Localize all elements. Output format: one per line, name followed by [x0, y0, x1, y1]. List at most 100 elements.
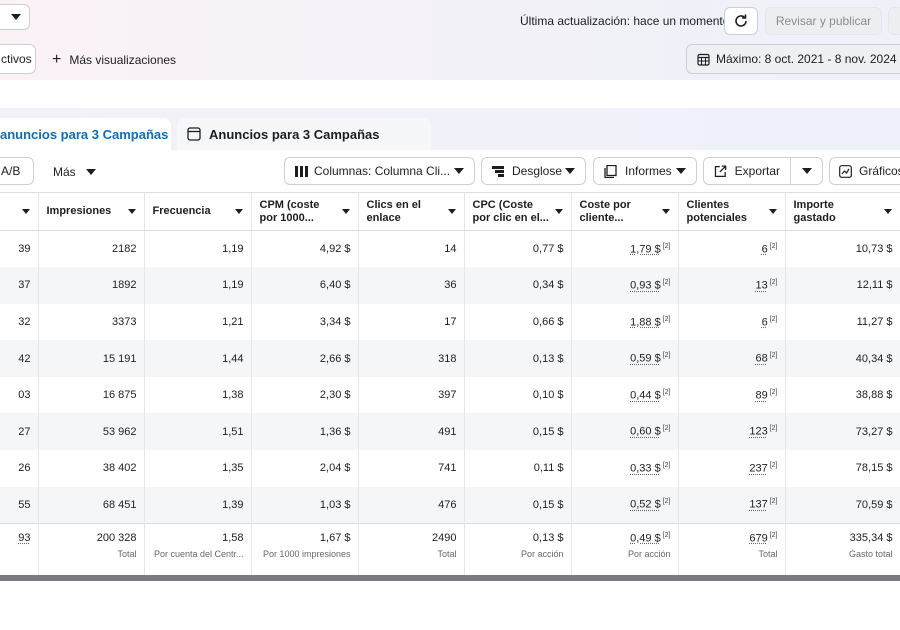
cell-amount-spent: 11,27 $ — [785, 304, 900, 341]
cell-link-clicks: 36 — [358, 267, 464, 304]
cell-link-clicks: 318 — [358, 340, 464, 377]
table-row[interactable]: 37 1892 1,19 6,40 $ 36 0,34 $ 0,93 $ [2] … — [0, 267, 900, 304]
cell-cpc: 0,66 $ — [464, 304, 571, 341]
cell-cpm: 2,04 $ — [251, 450, 358, 487]
cell-cpc: 0,10 $ — [464, 377, 571, 414]
table-row[interactable]: 39 2182 1,19 4,92 $ 14 0,77 $ 1,79 $ [2] … — [0, 231, 900, 268]
calendar-icon — [697, 53, 710, 66]
footnote-marker: [2] — [663, 389, 671, 396]
cell-cpm: 6,40 $ — [251, 267, 358, 304]
charts-label: Gráficos — [859, 164, 900, 178]
column-header-cpc[interactable]: CPC (Coste por clic en el... — [464, 193, 571, 231]
review-publish-button[interactable]: Revisar y publicar — [765, 7, 882, 35]
table-row[interactable]: 55 68 451 1,39 1,03 $ 476 0,15 $ 0,52 $[… — [0, 487, 900, 524]
footnote-marker: [2] — [770, 316, 778, 323]
more-button[interactable]: Más — [53, 164, 96, 180]
export-button[interactable]: Exportar — [703, 157, 791, 185]
cell-amount-spent: 10,73 $ — [785, 231, 900, 268]
total-impressions: 200 328 Total — [38, 523, 144, 575]
cell-amount-spent: 40,34 $ — [785, 340, 900, 377]
chevron-down-icon — [11, 14, 21, 20]
columns-label: Columnas: Columna Cli... — [314, 164, 454, 178]
column-header-leads[interactable]: Clientes potenciales — [678, 193, 785, 231]
table-row[interactable]: 32 3373 1,21 3,34 $ 17 0,66 $ 1,88 $ [2] … — [0, 304, 900, 341]
publish-options-button[interactable] — [888, 7, 900, 35]
chevron-down-icon — [235, 209, 243, 214]
active-filter-label: ctivos — [1, 52, 32, 66]
chevron-down-icon — [22, 209, 30, 214]
export-icon — [714, 165, 727, 178]
cell-cost-per-lead: 1,88 $ [2] — [571, 304, 678, 341]
total-frequency: 1,58 Por cuenta del Centr... — [144, 523, 251, 575]
breakdown-button[interactable]: Desglose — [481, 157, 586, 185]
tab-bar: anuncios para 3 Campañas Anuncios para 3… — [0, 108, 900, 150]
columns-button[interactable]: Columnas: Columna Cli... — [284, 157, 475, 185]
cell-impressions: 16 875 — [38, 377, 144, 414]
chevron-down-icon — [128, 209, 136, 214]
view-dropdown[interactable] — [0, 4, 30, 30]
export-options-button[interactable] — [790, 157, 823, 185]
footnote-marker: [2] — [770, 279, 778, 286]
last-update-text: Última actualización: hace un momento — [520, 13, 729, 29]
chevron-down-icon — [802, 168, 812, 174]
cell-truncated: 39 — [0, 231, 38, 268]
ads-data-table: Impresiones Frecuencia CPM (coste por 10… — [0, 192, 900, 575]
reports-label: Informes — [625, 164, 676, 178]
table-row[interactable]: 26 38 402 1,35 2,04 $ 741 0,11 $ 0,33 $[… — [0, 450, 900, 487]
cell-leads: 137 [2] — [678, 487, 785, 524]
column-header-cpm[interactable]: CPM (coste por 1000... — [251, 193, 358, 231]
date-range-button[interactable]: Máximo: 8 oct. 2021 - 8 nov. 2024 — [686, 44, 900, 74]
cell-truncated: 37 — [0, 267, 38, 304]
reports-button[interactable]: Informes — [593, 157, 697, 185]
footnote-marker: [2] — [770, 532, 778, 539]
cell-impressions: 2182 — [38, 231, 144, 268]
table-row[interactable]: 03 16 875 1,38 2,30 $ 397 0,10 $ 0,44 $[… — [0, 377, 900, 414]
cell-cpc: 0,15 $ — [464, 487, 571, 524]
chevron-down-icon — [555, 209, 563, 214]
cell-cpc: 0,15 $ — [464, 413, 571, 450]
top-header: Última actualización: hace un momento Re… — [0, 0, 900, 80]
column-header-impressions[interactable]: Impresiones — [38, 193, 144, 231]
chevron-down-icon — [676, 168, 686, 174]
ads-table: Impresiones Frecuencia CPM (coste por 10… — [0, 192, 900, 576]
footnote-marker: [2] — [663, 532, 671, 539]
cell-frequency: 1,19 — [144, 231, 251, 268]
column-header-truncated[interactable] — [0, 193, 38, 231]
footnote-marker: [2] — [663, 498, 671, 505]
horizontal-scrollbar[interactable] — [0, 575, 900, 581]
chevron-down-icon — [86, 169, 96, 175]
table-row[interactable]: 42 15 191 1,44 2,66 $ 318 0,13 $ 0,59 $[… — [0, 340, 900, 377]
total-truncated: 93 — [0, 523, 38, 575]
chevron-down-icon — [662, 209, 670, 214]
cell-frequency: 1,38 — [144, 377, 251, 414]
tab-ads[interactable]: Anuncios para 3 Campañas — [177, 118, 431, 150]
tab-ads-active[interactable]: anuncios para 3 Campañas — [0, 118, 171, 150]
chevron-down-icon — [454, 168, 464, 174]
cell-impressions: 3373 — [38, 304, 144, 341]
column-header-amount-spent[interactable]: Importe gastado — [785, 193, 900, 231]
table-toolbar: A/B Más Columnas: Columna Cli... Desglos… — [0, 150, 900, 192]
active-filter-chip[interactable]: ctivos — [0, 44, 36, 74]
cell-link-clicks: 476 — [358, 487, 464, 524]
columns-icon — [295, 166, 308, 177]
footnote-marker: [2] — [770, 462, 778, 469]
cell-leads: 6 [2] — [678, 231, 785, 268]
cell-leads: 89 [2] — [678, 377, 785, 414]
column-header-link-clicks[interactable]: Clics en el enlace — [358, 193, 464, 231]
cell-frequency: 1,44 — [144, 340, 251, 377]
cell-impressions: 53 962 — [38, 413, 144, 450]
more-views-button[interactable]: + Más visualizaciones — [52, 52, 176, 68]
footnote-marker: [2] — [770, 352, 778, 359]
date-range-label: Máximo: 8 oct. 2021 - 8 nov. 2024 — [716, 52, 897, 66]
cell-truncated: 32 — [0, 304, 38, 341]
ab-test-button[interactable]: A/B — [0, 157, 34, 185]
refresh-button[interactable] — [724, 7, 758, 35]
column-header-frequency[interactable]: Frecuencia — [144, 193, 251, 231]
cell-cpc: 0,34 $ — [464, 267, 571, 304]
refresh-icon — [733, 13, 749, 29]
column-header-cost-per-lead[interactable]: Coste por cliente... — [571, 193, 678, 231]
charts-button[interactable]: Gráficos — [829, 157, 900, 185]
plus-icon: + — [52, 53, 61, 67]
cell-leads: 68 [2] — [678, 340, 785, 377]
table-row[interactable]: 27 53 962 1,51 1,36 $ 491 0,15 $ 0,60 $[… — [0, 413, 900, 450]
